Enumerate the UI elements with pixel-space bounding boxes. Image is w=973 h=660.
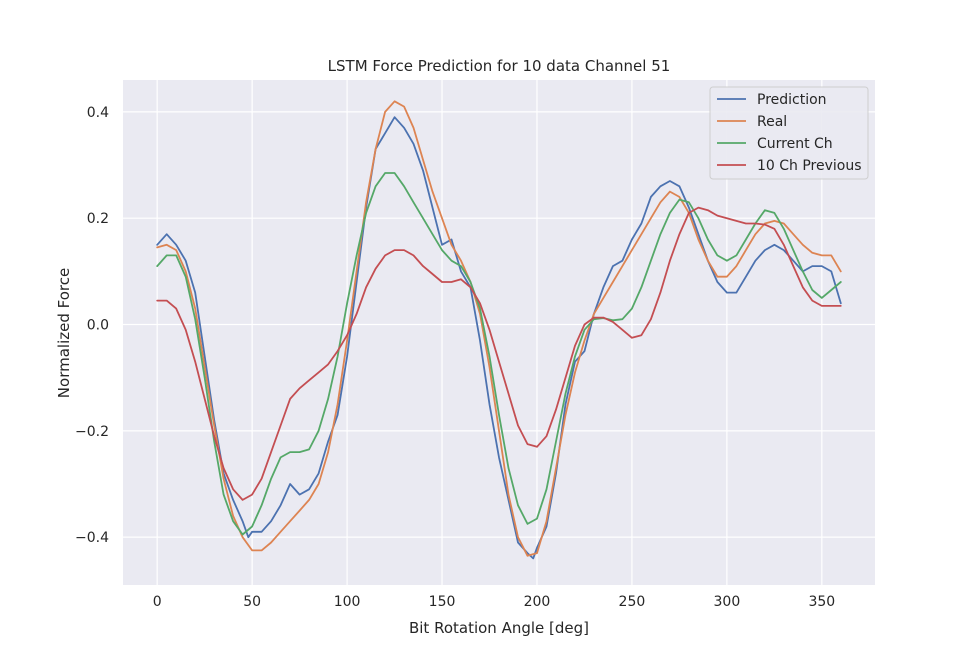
series-layer xyxy=(156,100,842,560)
series-line-real xyxy=(156,100,842,557)
chart-title: LSTM Force Prediction for 10 data Channe… xyxy=(328,57,671,75)
x-tick-label: 300 xyxy=(714,594,741,610)
series-line-10-ch-previous xyxy=(156,206,842,501)
series-line-prediction xyxy=(156,116,842,560)
x-tick-label: 50 xyxy=(243,594,261,610)
legend-label-prediction: Prediction xyxy=(757,92,827,108)
legend: Prediction Real Current Ch 10 Ch Previous xyxy=(709,86,869,180)
tick-labels: 0 50 100 150 200 250 300 350 −0.4 −0.2 0.0 0.2 0.4 xyxy=(75,105,835,610)
legend-label-10-ch-previous: 10 Ch Previous xyxy=(757,158,862,174)
series-line-current-ch xyxy=(156,172,842,536)
legend-box xyxy=(709,86,869,180)
x-tick-label: 250 xyxy=(619,594,646,610)
y-axis-label: Normalized Force xyxy=(55,268,73,398)
y-tick-label: −0.4 xyxy=(75,530,109,546)
x-axis-label: Bit Rotation Angle [deg] xyxy=(409,619,589,637)
y-tick-label: 0.2 xyxy=(87,211,109,227)
legend-label-real: Real xyxy=(757,114,787,130)
x-tick-label: 200 xyxy=(524,594,551,610)
x-tick-label: 0 xyxy=(153,594,162,610)
x-tick-label: 100 xyxy=(334,594,361,610)
x-tick-label: 150 xyxy=(429,594,456,610)
legend-label-current-ch: Current Ch xyxy=(757,136,833,152)
y-tick-label: −0.2 xyxy=(75,424,109,440)
y-tick-label: 0.0 xyxy=(87,318,109,334)
y-tick-label: 0.4 xyxy=(87,105,109,121)
x-tick-label: 350 xyxy=(808,594,835,610)
